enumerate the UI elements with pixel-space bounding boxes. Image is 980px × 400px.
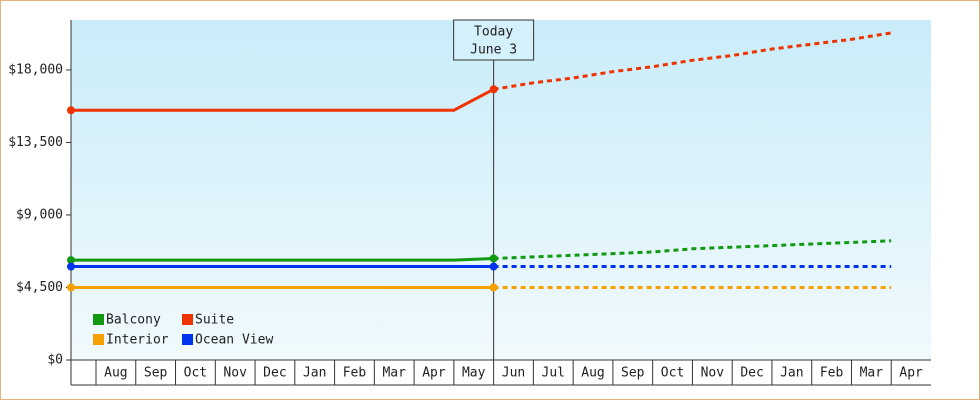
x-tick-label: Feb (820, 366, 844, 381)
today-label: Today (474, 25, 513, 40)
x-tick-label: Jan (780, 366, 803, 381)
point (67, 262, 75, 271)
x-tick-label: Sep (621, 366, 645, 381)
y-tick-label: $18,000 (8, 62, 63, 77)
history-line (71, 87, 495, 112)
x-tick-label: Dec (263, 366, 286, 381)
legend-swatch (93, 334, 104, 345)
point (67, 106, 75, 115)
x-tick-label: Mar (860, 366, 884, 381)
x-axis-band (71, 360, 931, 385)
point (489, 254, 498, 263)
x-tick-label: May (462, 366, 486, 381)
y-tick-label: $13,500 (8, 135, 63, 150)
x-tick-label: Feb (343, 366, 367, 381)
today-date: June 3 (470, 43, 517, 58)
y-tick-label: $9,000 (16, 207, 63, 222)
plot-area (71, 20, 931, 360)
point (67, 256, 75, 265)
x-tick-label: Aug (581, 366, 604, 381)
y-tick-label: $0 (47, 353, 63, 368)
legend-label: Suite (195, 313, 234, 328)
point (489, 85, 498, 94)
point (67, 283, 75, 292)
legend-swatch (182, 314, 193, 325)
point (489, 283, 498, 292)
forecast-line (493, 31, 892, 91)
legend-swatch (182, 334, 193, 345)
x-tick-label: Apr (899, 366, 923, 381)
point (489, 262, 498, 271)
x-tick-label: Sep (144, 366, 168, 381)
legend-label: Balcony (106, 313, 161, 328)
history-line (71, 257, 494, 262)
forecast-line (493, 239, 892, 260)
legend-label: Ocean View (195, 333, 273, 348)
x-tick-label: Oct (661, 366, 684, 381)
x-tick-label: Jul (542, 366, 565, 381)
x-tick-label: Apr (422, 366, 446, 381)
x-tick-label: Jun (502, 366, 525, 381)
x-tick-label: Nov (223, 366, 247, 381)
legend-swatch (93, 314, 104, 325)
x-tick-label: Aug (104, 366, 127, 381)
y-tick-label: $4,500 (16, 280, 63, 295)
x-tick-label: Mar (382, 366, 406, 381)
legend-label: Interior (106, 333, 169, 348)
x-tick-label: Oct (184, 366, 207, 381)
today-box (453, 19, 535, 61)
x-tick-label: Nov (701, 366, 725, 381)
x-tick-label: Jan (303, 366, 326, 381)
x-tick-label: Dec (740, 366, 763, 381)
